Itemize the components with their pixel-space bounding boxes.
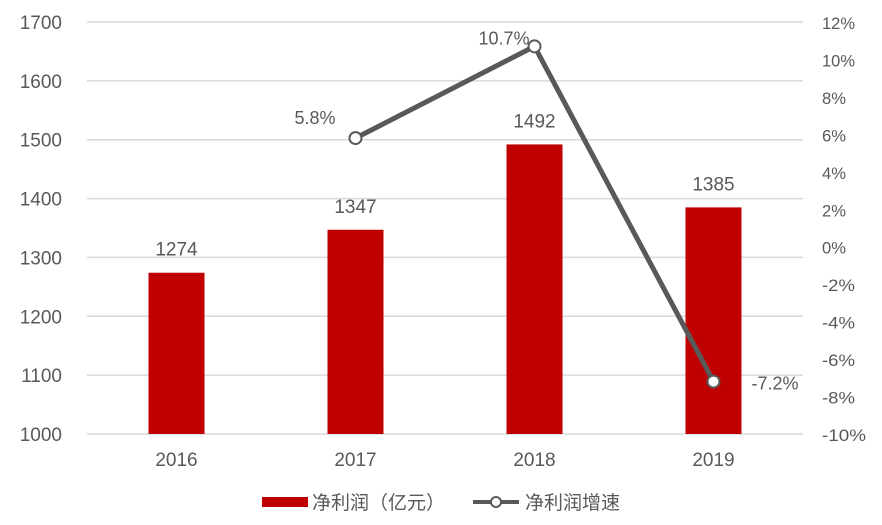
legend-label-net-profit: 净利润（亿元） [311, 492, 445, 514]
bar-2018 [506, 144, 563, 434]
right-tick-label: 8% [822, 89, 846, 108]
line-marker [527, 39, 542, 54]
left-tick-label: 1300 [20, 248, 62, 269]
left-tick-label: 1600 [20, 72, 62, 93]
right-tick-label: 6% [822, 126, 846, 145]
x-tick-label: 2017 [334, 450, 376, 471]
line-marker [706, 374, 721, 389]
legend-item-growth: 净利润增速 [471, 488, 620, 515]
bar-value-label: 1385 [692, 174, 734, 195]
bar-value-label: 1347 [334, 197, 376, 218]
right-tick-label: 2% [822, 201, 846, 220]
x-axis-labels: 2016 2017 2018 2019 [155, 450, 734, 471]
x-tick-label: 2016 [155, 450, 197, 471]
growth-value-label: 5.8% [294, 108, 335, 128]
right-axis-ticks: 12% 10% 8% 6% 4% 2% 0% -2% -4% -6% -8% -10% [822, 14, 866, 445]
bar-2016 [148, 272, 205, 434]
right-tick-label: 4% [822, 164, 846, 183]
right-tick-label: 10% [822, 51, 855, 70]
left-tick-label: 1000 [20, 425, 62, 446]
bar-2019 [685, 207, 742, 434]
right-tick-label: 0% [822, 239, 846, 258]
gridlines [87, 21, 803, 435]
line-marker [348, 131, 363, 146]
legend-item-net-profit: 净利润（亿元） [261, 488, 445, 515]
bar-series: 1274 1347 1492 1385 [148, 111, 742, 434]
left-tick-label: 1700 [20, 13, 62, 34]
bar-value-label: 1492 [513, 111, 555, 132]
bar-value-label: 1274 [155, 240, 198, 261]
bar-swatch-icon [261, 496, 308, 507]
x-tick-label: 2018 [513, 450, 555, 471]
right-tick-label: -4% [822, 314, 855, 333]
growth-value-label: 10.7% [478, 28, 529, 48]
growth-value-label: -7.2% [752, 374, 799, 394]
right-tick-label: -8% [822, 389, 855, 408]
right-tick-label: -6% [822, 351, 855, 370]
left-tick-label: 1100 [21, 366, 62, 387]
line-series: 5.8% 10.7% -7.2% [294, 28, 798, 393]
left-tick-label: 1400 [20, 190, 62, 211]
left-tick-label: 1500 [20, 131, 62, 152]
x-tick-label: 2019 [692, 450, 734, 471]
right-tick-label: 12% [822, 14, 855, 33]
bar-2017 [327, 229, 384, 434]
legend: 净利润（亿元） 净利润增速 [0, 488, 882, 515]
left-axis-ticks: 1000 1100 1200 1300 1400 1500 1600 1700 [20, 13, 62, 446]
right-tick-label: -10% [822, 426, 866, 445]
left-tick-label: 1200 [20, 307, 62, 328]
right-tick-label: -2% [822, 276, 855, 295]
line-marker-swatch-icon [473, 495, 519, 508]
legend-label-growth: 净利润增速 [525, 492, 621, 514]
